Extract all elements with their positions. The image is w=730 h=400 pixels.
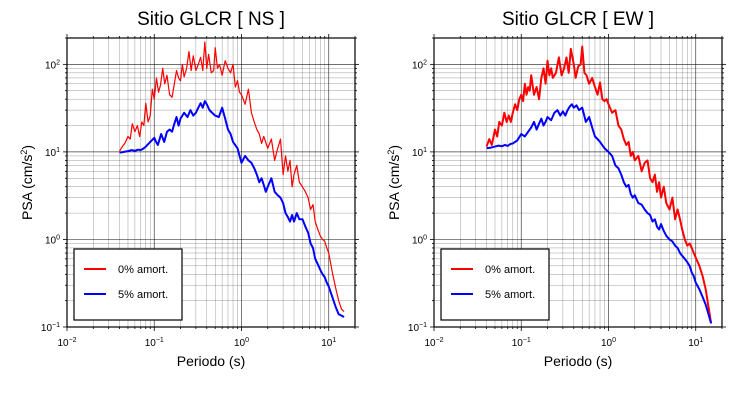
y-tick-label: 10−1 [41, 322, 60, 334]
x-tick-label-exponent: −2 [436, 337, 444, 344]
x-tick-label: 10−2 [424, 337, 443, 349]
y-tick-label: 100 [45, 234, 60, 246]
legend-label: 5% amort. [118, 289, 168, 301]
y-tick-label-base: 10 [412, 60, 424, 71]
y-tick-label-exponent: −1 [52, 322, 60, 329]
legend: 0% amort. 5% amort. [440, 248, 550, 321]
x-tick-label-exponent: −1 [156, 337, 164, 344]
y-tick-label-exponent: 0 [423, 234, 427, 241]
y-axis-label: PSA (cm/s2) [386, 145, 402, 220]
x-tick-label: 10−1 [145, 337, 164, 349]
series-line-damped [119, 100, 345, 318]
y-axis-label-superscript: 2 [386, 150, 396, 155]
chart-title: Sitio GLCR [ EW ] [502, 9, 654, 30]
y-tick-label: 102 [45, 59, 60, 71]
y-tick-label: 101 [412, 147, 427, 159]
legend-label: 0% amort. [485, 264, 535, 276]
y-axis-label: PSA (cm/s2) [19, 145, 35, 220]
series-line-undamped [485, 45, 713, 324]
x-tick-label: 10−2 [57, 337, 76, 349]
x-tick-label: 10−1 [512, 337, 531, 349]
y-tick-label-exponent: 2 [56, 59, 60, 66]
x-axis-label: Periodo (s) [544, 353, 612, 369]
plot-frame [66, 37, 356, 328]
y-tick-label-exponent: 1 [56, 147, 60, 154]
y-tick-label: 101 [45, 147, 60, 159]
series-line-damped [486, 103, 713, 324]
chart-title: Sitio GLCR [ NS ] [137, 9, 285, 30]
x-tick-label: 100 [234, 337, 249, 349]
x-tick-label-exponent: −1 [523, 337, 531, 344]
x-tick-label: 100 [601, 337, 616, 349]
legend-label: 0% amort. [118, 264, 168, 276]
y-tick-label-exponent: −1 [419, 322, 427, 329]
x-tick-label: 101 [321, 337, 336, 349]
y-tick-label-exponent: 0 [56, 234, 60, 241]
y-tick-label-base: 10 [45, 60, 57, 71]
y-tick-label-exponent: 1 [423, 147, 427, 154]
y-tick-label: 102 [412, 59, 427, 71]
x-axis-label: Periodo (s) [177, 353, 245, 369]
y-axis-label-close: ) [19, 145, 35, 150]
x-tick-label-exponent: 0 [245, 337, 249, 344]
legend: 0% amort. 5% amort. [73, 248, 183, 321]
x-tick-label-base: 10 [601, 338, 613, 349]
y-tick-label-base: 10 [412, 148, 424, 159]
y-tick-label: 10−1 [408, 322, 427, 334]
x-tick-label-base: 10 [234, 338, 246, 349]
x-tick-label-exponent: 1 [699, 337, 703, 344]
y-axis-label-superscript: 2 [19, 150, 29, 155]
x-tick-label-base: 10 [145, 338, 157, 349]
y-axis-label-close: ) [386, 145, 402, 150]
y-tick-label-base: 10 [45, 235, 57, 246]
series-line-undamped [119, 41, 345, 313]
legend-box [440, 248, 550, 321]
x-tick-label-base: 10 [321, 338, 333, 349]
x-tick-label-base: 10 [512, 338, 524, 349]
y-tick-label: 100 [412, 234, 427, 246]
y-tick-label-base: 10 [41, 323, 53, 334]
y-tick-label-base: 10 [408, 323, 420, 334]
y-tick-label-base: 10 [45, 148, 57, 159]
y-tick-label-base: 10 [412, 235, 424, 246]
x-tick-label-base: 10 [688, 338, 700, 349]
x-tick-label-exponent: 1 [332, 337, 336, 344]
y-axis-label-text: PSA (cm/s [386, 155, 402, 220]
legend-box [73, 248, 183, 321]
y-axis-label-text: PSA (cm/s [19, 155, 35, 220]
x-tick-label-exponent: 0 [612, 337, 616, 344]
x-tick-label-exponent: −2 [69, 337, 77, 344]
plot-frame [433, 37, 723, 328]
x-tick-label-base: 10 [424, 338, 436, 349]
x-tick-label-base: 10 [57, 338, 69, 349]
grid [66, 37, 356, 328]
legend-label: 5% amort. [485, 289, 535, 301]
x-tick-label: 101 [688, 337, 703, 349]
y-tick-label-exponent: 2 [423, 59, 427, 66]
